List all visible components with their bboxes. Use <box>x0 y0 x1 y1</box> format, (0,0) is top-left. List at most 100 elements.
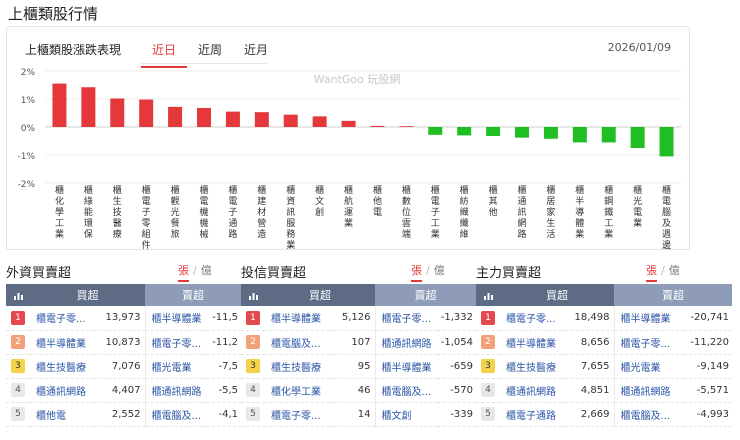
tab-month[interactable]: 近月 <box>244 43 269 57</box>
bar[interactable] <box>659 127 674 157</box>
sell-sector-link[interactable]: 櫃文創 <box>374 402 437 427</box>
y-tick-label: 0% <box>21 124 36 134</box>
bar[interactable] <box>197 107 211 127</box>
bar[interactable] <box>139 99 154 127</box>
unit-amount-toggle[interactable]: 億 <box>668 264 680 277</box>
sell-sector-link[interactable]: 櫃通訊網路 <box>374 330 437 355</box>
x-tick-label: 櫃觀光餐旅 <box>171 184 180 240</box>
buy-value: 46 <box>329 378 375 403</box>
buy-sector-link[interactable]: 櫃半導體業 <box>500 330 566 355</box>
table-row: 5 櫃電子通路 2,669 櫃電腦及... -4,993 <box>476 402 732 427</box>
sell-sector-link[interactable]: 櫃通訊網路 <box>144 378 207 403</box>
bar[interactable] <box>370 125 385 127</box>
bar[interactable] <box>312 116 327 127</box>
bar[interactable] <box>630 127 645 148</box>
x-tick-label: 櫃文創 <box>315 184 324 218</box>
buy-sector-link[interactable]: 櫃他電 <box>30 402 94 427</box>
rank-cell: 2 <box>476 330 500 355</box>
sell-sector-link[interactable]: 櫃光電業 <box>144 354 207 379</box>
bar[interactable] <box>457 127 472 136</box>
table-row: 5 櫃他電 2,552 櫃電腦及... -4,1 <box>6 402 241 427</box>
unit-amount-toggle[interactable]: 億 <box>200 264 212 277</box>
rank-badge: 4 <box>11 383 25 397</box>
bar[interactable] <box>399 126 414 127</box>
sell-sector-link[interactable]: 櫃電腦及... <box>144 402 207 427</box>
bar[interactable] <box>572 127 587 143</box>
sell-value: -4,1 <box>207 402 241 427</box>
chart-heading: 上櫃類股漲跌表現 <box>25 43 122 57</box>
x-tick-label: 櫃半導體業 <box>575 184 584 240</box>
buy-sector-link[interactable]: 櫃電子零... <box>30 306 94 331</box>
sector-bar-chart: WantGoo 玩股網 2% 1% 0% -1% -2% 櫃化學工業 櫃綠能環保 櫃生技醫療 櫃… <box>17 68 681 250</box>
sell-value: -570 <box>437 378 476 403</box>
sell-sector-link[interactable]: 櫃電子零... <box>144 330 207 355</box>
table-row: 4 櫃化學工業 46 櫃電腦及... -570 <box>241 378 476 403</box>
buy-sector-link[interactable]: 櫃電腦及... <box>265 330 329 355</box>
buy-sector-link[interactable]: 櫃化學工業 <box>265 378 329 403</box>
x-tick-label: 櫃資訊服務業 <box>286 184 295 250</box>
buy-sector-link[interactable]: 櫃半導體業 <box>30 330 94 355</box>
sell-sector-link[interactable]: 櫃電子零... <box>613 330 684 355</box>
table-row: 3 櫃生技醫療 7,076 櫃光電業 -7,5 <box>6 354 241 379</box>
bar[interactable] <box>225 111 240 127</box>
x-tick-label: 櫃生技醫療 <box>113 184 122 240</box>
unit-shares-toggle[interactable]: 張 <box>178 264 189 282</box>
sell-sector-link[interactable]: 櫃光電業 <box>613 354 684 379</box>
x-tick-label: 櫃光電業 <box>633 184 642 229</box>
section-title: 主力買賣超 <box>476 266 542 281</box>
buy-value: 4,407 <box>94 378 145 403</box>
sell-sector-link[interactable]: 櫃半導體業 <box>613 306 684 331</box>
buy-sector-link[interactable]: 櫃半導體業 <box>265 306 329 331</box>
sell-sector-link[interactable]: 櫃電子零... <box>374 306 437 331</box>
rank-badge: 4 <box>481 383 495 397</box>
bar[interactable] <box>110 98 125 127</box>
y-tick-label: -1% <box>17 152 35 162</box>
tab-week[interactable]: 近周 <box>198 43 223 57</box>
unit-shares-toggle[interactable]: 張 <box>646 264 657 282</box>
bar[interactable] <box>81 87 96 127</box>
sell-sector-link[interactable]: 櫃電腦及... <box>374 378 437 403</box>
rank-cell: 5 <box>6 402 30 427</box>
bar[interactable] <box>341 120 356 127</box>
buy-sector-link[interactable]: 櫃電子通路 <box>500 402 566 427</box>
x-tick-label: 櫃化學工業 <box>55 184 64 240</box>
sell-sector-link[interactable]: 櫃半導體業 <box>374 354 437 379</box>
buy-header: 買超 <box>30 284 145 306</box>
sell-sector-link[interactable]: 櫃通訊網路 <box>613 378 684 403</box>
sell-sector-link[interactable]: 櫃電腦及... <box>613 402 684 427</box>
rank-badge: 5 <box>11 407 25 421</box>
buy-sector-link[interactable]: 櫃電子零... <box>265 402 329 427</box>
buy-value: 7,076 <box>94 354 145 379</box>
buy-sector-link[interactable]: 櫃電子零... <box>500 306 566 331</box>
buy-sector-link[interactable]: 櫃生技醫療 <box>30 354 94 379</box>
buy-sector-link[interactable]: 櫃通訊網路 <box>30 378 94 403</box>
bar[interactable] <box>283 114 298 127</box>
buy-sector-link[interactable]: 櫃生技醫療 <box>265 354 329 379</box>
tab-day[interactable]: 近日 <box>141 41 188 68</box>
bar[interactable] <box>428 127 443 135</box>
x-tick-label: 櫃電子通路 <box>228 184 237 240</box>
bar-chart-icon <box>13 292 23 300</box>
bar[interactable] <box>254 112 269 127</box>
rank-badge: 2 <box>481 335 495 349</box>
bar[interactable] <box>168 106 183 127</box>
sell-sector-link[interactable]: 櫃半導體業 <box>144 306 207 331</box>
rank-cell: 5 <box>241 402 265 427</box>
unit-amount-toggle[interactable]: 億 <box>433 264 445 277</box>
unit-shares-toggle[interactable]: 張 <box>411 264 422 282</box>
chart-watermark: WantGoo 玩股網 <box>314 72 401 86</box>
rank-badge: 3 <box>11 359 25 373</box>
rank-badge: 1 <box>11 310 25 325</box>
sector-performance-card: 上櫃類股漲跌表現 近日 近周 近月 2026/01/09 WantGoo 玩股網… <box>6 26 690 250</box>
buy-sector-link[interactable]: 櫃生技醫療 <box>500 354 566 379</box>
rank-cell: 4 <box>476 378 500 403</box>
bar[interactable] <box>486 127 501 136</box>
buy-value: 7,655 <box>566 354 614 379</box>
y-tick-label: 1% <box>21 96 36 106</box>
buy-sector-link[interactable]: 櫃通訊網路 <box>500 378 566 403</box>
rank-cell: 1 <box>241 306 265 331</box>
bar[interactable] <box>52 83 67 127</box>
bar[interactable] <box>601 127 616 143</box>
bar[interactable] <box>515 127 529 138</box>
bar[interactable] <box>543 127 558 139</box>
